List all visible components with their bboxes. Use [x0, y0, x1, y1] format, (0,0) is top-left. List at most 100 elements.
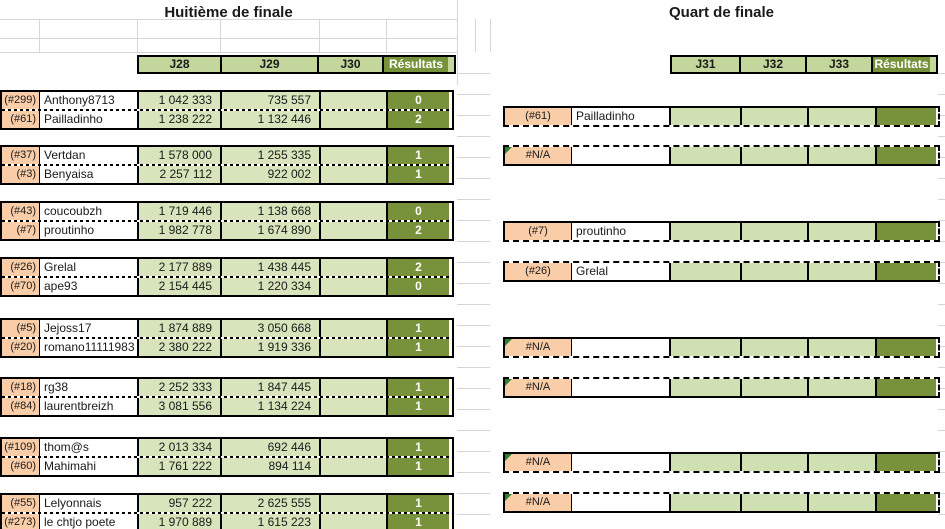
player-name[interactable]: proutinho — [571, 223, 669, 240]
score-j28[interactable]: 2 252 333 — [137, 379, 220, 396]
seed-cell[interactable]: (#109) — [2, 439, 39, 456]
seed-cell[interactable]: (#84) — [2, 398, 39, 415]
player-name[interactable] — [571, 147, 669, 164]
result-cell[interactable]: 0 — [386, 278, 449, 295]
player-name[interactable] — [571, 454, 669, 471]
score-j32[interactable] — [740, 454, 807, 471]
score-j30[interactable] — [319, 147, 386, 164]
player-name[interactable] — [571, 494, 669, 511]
player-name[interactable]: proutinho — [39, 222, 137, 239]
score-j29[interactable]: 735 557 — [220, 92, 319, 109]
seed-cell[interactable]: (#7) — [2, 222, 39, 239]
score-j31[interactable] — [669, 454, 740, 471]
score-j30[interactable] — [319, 278, 386, 295]
seed-cell[interactable]: (#37) — [2, 147, 39, 164]
seed-cell[interactable]: (#7) — [505, 223, 571, 240]
score-j32[interactable] — [740, 494, 807, 511]
result-cell[interactable] — [875, 223, 936, 240]
player-name[interactable]: Benyaisa — [39, 166, 137, 183]
score-j28[interactable]: 1 578 000 — [137, 147, 220, 164]
header-j32[interactable]: J32 — [739, 57, 805, 72]
player-name[interactable] — [571, 379, 669, 396]
score-j29[interactable]: 922 002 — [220, 166, 319, 183]
score-j28[interactable]: 3 081 556 — [137, 398, 220, 415]
result-cell[interactable]: 1 — [386, 458, 449, 475]
score-j33[interactable] — [807, 147, 875, 164]
score-j29[interactable]: 1 255 335 — [220, 147, 319, 164]
header-resultats-right[interactable]: Résultats — [871, 57, 930, 72]
score-j28[interactable]: 2 154 445 — [137, 278, 220, 295]
score-j31[interactable] — [669, 147, 740, 164]
score-j31[interactable] — [669, 339, 740, 356]
header-j31[interactable]: J31 — [672, 57, 739, 72]
score-j33[interactable] — [807, 263, 875, 280]
player-name[interactable] — [571, 339, 669, 356]
result-cell[interactable] — [875, 379, 936, 396]
result-cell[interactable]: 1 — [386, 398, 449, 415]
score-j29[interactable]: 1 138 668 — [220, 203, 319, 220]
seed-cell[interactable]: (#5) — [2, 320, 39, 337]
seed-cell[interactable]: (#70) — [2, 278, 39, 295]
header-j30[interactable]: J30 — [317, 57, 382, 72]
score-j30[interactable] — [319, 259, 386, 276]
result-cell[interactable] — [875, 494, 936, 511]
seed-cell[interactable]: (#60) — [2, 458, 39, 475]
score-j28[interactable]: 1 874 889 — [137, 320, 220, 337]
result-cell[interactable]: 1 — [386, 147, 449, 164]
score-j29[interactable]: 894 114 — [220, 458, 319, 475]
result-cell[interactable]: 1 — [386, 379, 449, 396]
result-cell[interactable] — [875, 147, 936, 164]
score-j33[interactable] — [807, 223, 875, 240]
score-j28[interactable]: 2 177 889 — [137, 259, 220, 276]
player-name[interactable]: Vertdan — [39, 147, 137, 164]
seed-cell[interactable]: (#43) — [2, 203, 39, 220]
seed-cell[interactable]: (#26) — [505, 263, 571, 280]
score-j30[interactable] — [319, 320, 386, 337]
score-j29[interactable]: 1 919 336 — [220, 339, 319, 356]
score-j33[interactable] — [807, 108, 875, 125]
player-name[interactable]: Pailladinho — [571, 108, 669, 125]
result-cell[interactable]: 1 — [386, 320, 449, 337]
result-cell[interactable]: 1 — [386, 339, 449, 356]
score-j29[interactable]: 1 615 223 — [220, 514, 319, 529]
header-resultats-left[interactable]: Résultats — [382, 57, 448, 72]
result-cell[interactable]: 1 — [386, 439, 449, 456]
result-cell[interactable]: 1 — [386, 166, 449, 183]
seed-cell[interactable]: #N/A — [505, 494, 571, 511]
score-j33[interactable] — [807, 494, 875, 511]
result-cell[interactable]: 1 — [386, 514, 449, 529]
score-j31[interactable] — [669, 494, 740, 511]
seed-cell[interactable]: (#26) — [2, 259, 39, 276]
score-j30[interactable] — [319, 111, 386, 128]
player-name[interactable]: Pailladinho — [39, 111, 137, 128]
score-j29[interactable]: 3 050 668 — [220, 320, 319, 337]
seed-cell[interactable]: (#299) — [2, 92, 39, 109]
score-j30[interactable] — [319, 514, 386, 529]
player-name[interactable]: Lelyonnais — [39, 495, 137, 512]
seed-cell[interactable]: (#61) — [2, 111, 39, 128]
score-j33[interactable] — [807, 379, 875, 396]
score-j28[interactable]: 1 970 889 — [137, 514, 220, 529]
score-j30[interactable] — [319, 495, 386, 512]
score-j30[interactable] — [319, 203, 386, 220]
player-name[interactable]: rg38 — [39, 379, 137, 396]
score-j28[interactable]: 1 761 222 — [137, 458, 220, 475]
score-j31[interactable] — [669, 263, 740, 280]
score-j28[interactable]: 2 257 112 — [137, 166, 220, 183]
seed-cell[interactable]: #N/A — [505, 339, 571, 356]
score-j31[interactable] — [669, 108, 740, 125]
score-j30[interactable] — [319, 339, 386, 356]
score-j30[interactable] — [319, 398, 386, 415]
score-j29[interactable]: 1 438 445 — [220, 259, 319, 276]
seed-cell[interactable]: #N/A — [505, 454, 571, 471]
header-j33[interactable]: J33 — [805, 57, 871, 72]
score-j33[interactable] — [807, 339, 875, 356]
player-name[interactable]: Grelal — [571, 263, 669, 280]
score-j29[interactable]: 2 625 555 — [220, 495, 319, 512]
result-cell[interactable] — [875, 263, 936, 280]
player-name[interactable]: Mahimahi — [39, 458, 137, 475]
score-j30[interactable] — [319, 222, 386, 239]
seed-cell[interactable]: (#18) — [2, 379, 39, 396]
header-j28[interactable]: J28 — [139, 57, 220, 72]
score-j28[interactable]: 1 719 446 — [137, 203, 220, 220]
